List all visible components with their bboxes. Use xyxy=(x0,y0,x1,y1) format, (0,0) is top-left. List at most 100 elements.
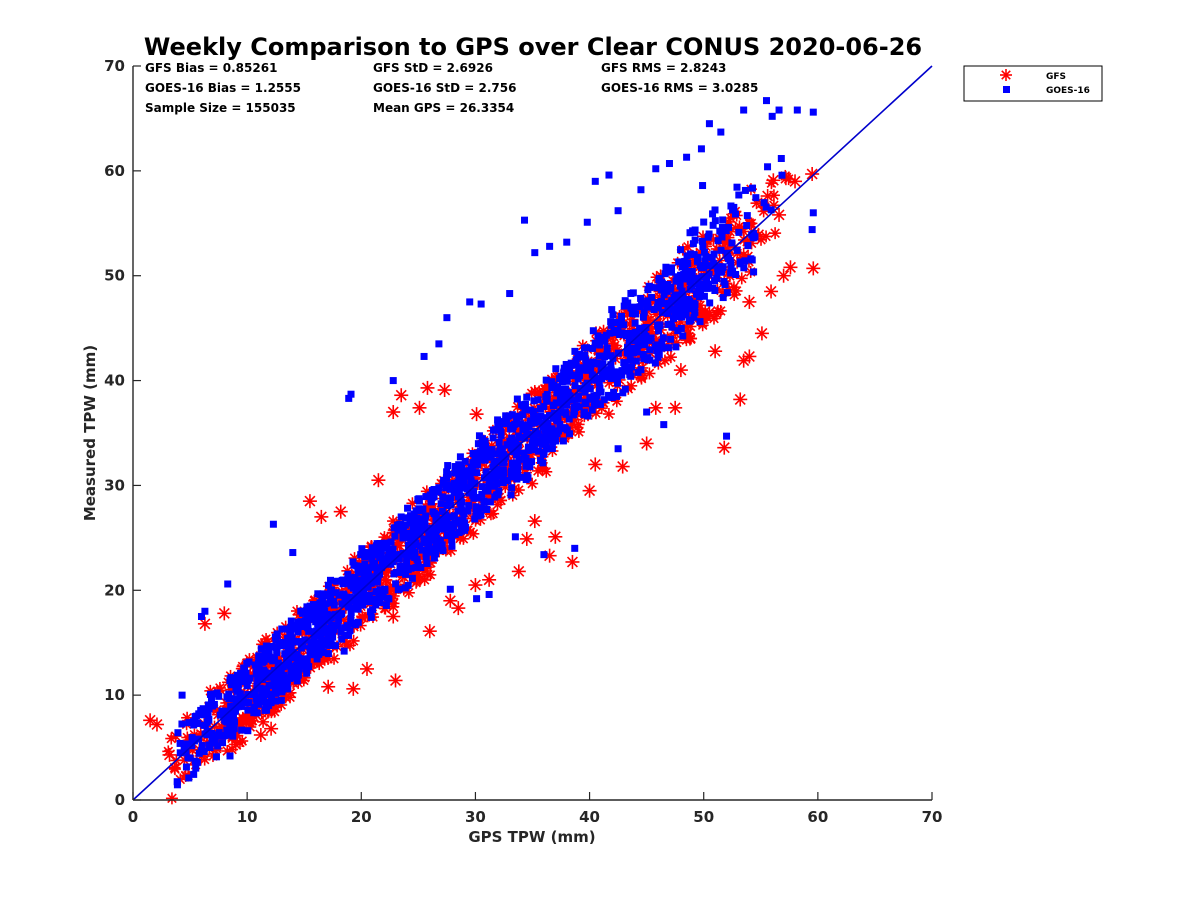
data-point xyxy=(432,540,440,548)
data-point xyxy=(606,329,614,337)
data-point xyxy=(590,401,598,409)
data-point xyxy=(678,287,686,295)
stat-gfs-bias: GFS Bias = 0.85261 xyxy=(145,61,277,75)
data-point xyxy=(727,202,735,210)
data-point xyxy=(378,564,386,572)
data-point xyxy=(679,274,687,282)
data-point xyxy=(788,174,803,189)
data-point xyxy=(752,194,760,202)
data-point xyxy=(384,553,392,561)
data-point xyxy=(621,385,629,393)
data-point xyxy=(503,441,511,449)
data-point xyxy=(457,527,465,535)
data-point xyxy=(626,371,634,379)
data-point xyxy=(240,664,248,672)
data-point xyxy=(200,748,208,756)
data-point xyxy=(714,304,727,317)
x-axis-label: GPS TPW (mm) xyxy=(468,828,595,846)
data-point xyxy=(176,739,184,747)
data-point xyxy=(334,622,342,630)
data-point xyxy=(675,258,683,266)
data-point xyxy=(358,577,366,585)
data-point xyxy=(408,574,416,582)
data-point xyxy=(374,578,382,586)
data-point xyxy=(414,559,422,567)
data-point xyxy=(742,294,757,309)
data-point xyxy=(677,305,685,313)
data-point xyxy=(487,507,500,520)
data-point xyxy=(600,396,608,404)
x-tick-label: 20 xyxy=(351,808,372,826)
data-point xyxy=(590,392,598,400)
data-point xyxy=(589,344,597,352)
data-point xyxy=(432,550,440,558)
data-point xyxy=(719,263,727,271)
data-point xyxy=(582,383,590,391)
data-point xyxy=(596,400,604,408)
data-point xyxy=(680,270,688,278)
data-point xyxy=(474,461,482,469)
data-point xyxy=(760,199,768,207)
data-point xyxy=(253,709,261,717)
data-point xyxy=(560,364,568,372)
data-point xyxy=(535,418,543,426)
data-point xyxy=(691,236,699,244)
data-point xyxy=(594,332,602,340)
data-point xyxy=(658,280,666,288)
data-point xyxy=(494,416,502,424)
data-point xyxy=(263,685,271,693)
data-point xyxy=(552,365,560,373)
data-point xyxy=(401,521,409,529)
data-point xyxy=(446,521,454,529)
data-point xyxy=(711,206,719,214)
data-point xyxy=(324,581,332,589)
data-point xyxy=(657,298,665,306)
data-point xyxy=(382,601,390,609)
legend-goes-label: GOES-16 xyxy=(1046,86,1090,96)
data-point xyxy=(651,359,659,367)
data-point xyxy=(630,349,638,357)
data-point xyxy=(576,350,584,358)
data-point xyxy=(422,624,437,639)
data-point xyxy=(481,456,489,464)
data-point xyxy=(347,615,355,623)
data-point xyxy=(399,534,407,542)
data-point xyxy=(282,661,290,669)
data-point xyxy=(443,532,451,540)
data-point xyxy=(742,349,757,364)
data-point xyxy=(596,387,604,395)
data-point xyxy=(437,516,445,524)
data-point xyxy=(681,265,689,273)
data-point xyxy=(461,457,469,465)
data-point xyxy=(764,284,779,299)
data-point xyxy=(618,371,626,379)
data-point xyxy=(482,572,497,587)
data-point xyxy=(203,718,211,726)
data-point xyxy=(450,487,458,495)
data-point xyxy=(428,547,436,555)
data-point xyxy=(808,226,816,234)
data-point xyxy=(243,682,251,690)
data-point xyxy=(767,206,775,214)
y-tick-label: 10 xyxy=(104,686,125,704)
data-point xyxy=(339,576,347,584)
data-point xyxy=(358,599,366,607)
data-point xyxy=(420,352,428,360)
data-point xyxy=(508,484,516,492)
data-point xyxy=(499,479,507,487)
data-point xyxy=(419,505,427,513)
data-point xyxy=(672,343,680,351)
data-point xyxy=(367,613,375,621)
data-point xyxy=(412,539,420,547)
data-point xyxy=(429,525,437,533)
data-point xyxy=(208,729,216,737)
data-point xyxy=(438,520,446,528)
data-point xyxy=(223,731,231,739)
data-point xyxy=(696,261,704,269)
data-point xyxy=(418,546,426,554)
data-point xyxy=(345,394,353,402)
data-point xyxy=(557,372,565,380)
data-point xyxy=(602,331,610,339)
data-point xyxy=(697,286,705,294)
data-point xyxy=(714,263,722,271)
